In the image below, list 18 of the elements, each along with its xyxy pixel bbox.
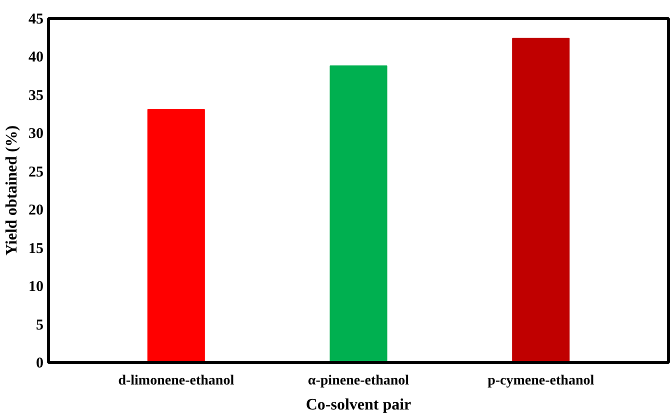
y-tick-label: 20: [28, 202, 44, 219]
x-tick-label: d-limonene-ethanol: [118, 374, 234, 388]
y-tick-label: 25: [28, 164, 44, 180]
bar: [512, 38, 570, 362]
y-tick-label: 5: [36, 317, 44, 334]
y-tick-label: 15: [28, 240, 44, 257]
x-tick-label: α-pinene-ethanol: [308, 374, 410, 388]
y-tick-label: 40: [28, 50, 44, 66]
y-tick-label: 10: [28, 279, 44, 296]
bar: [330, 65, 388, 362]
bar: [147, 108, 205, 362]
x-tick-label: p-cymene-ethanol: [488, 374, 594, 388]
y-tick-label: 30: [28, 126, 44, 142]
y-axis-title: Yield obtained (%): [4, 125, 20, 256]
y-tick-label: 35: [28, 88, 44, 104]
y-tick-label: 0: [36, 356, 44, 372]
y-tick-label: 45: [28, 12, 44, 28]
x-axis-title: Co-solvent pair: [306, 396, 412, 414]
